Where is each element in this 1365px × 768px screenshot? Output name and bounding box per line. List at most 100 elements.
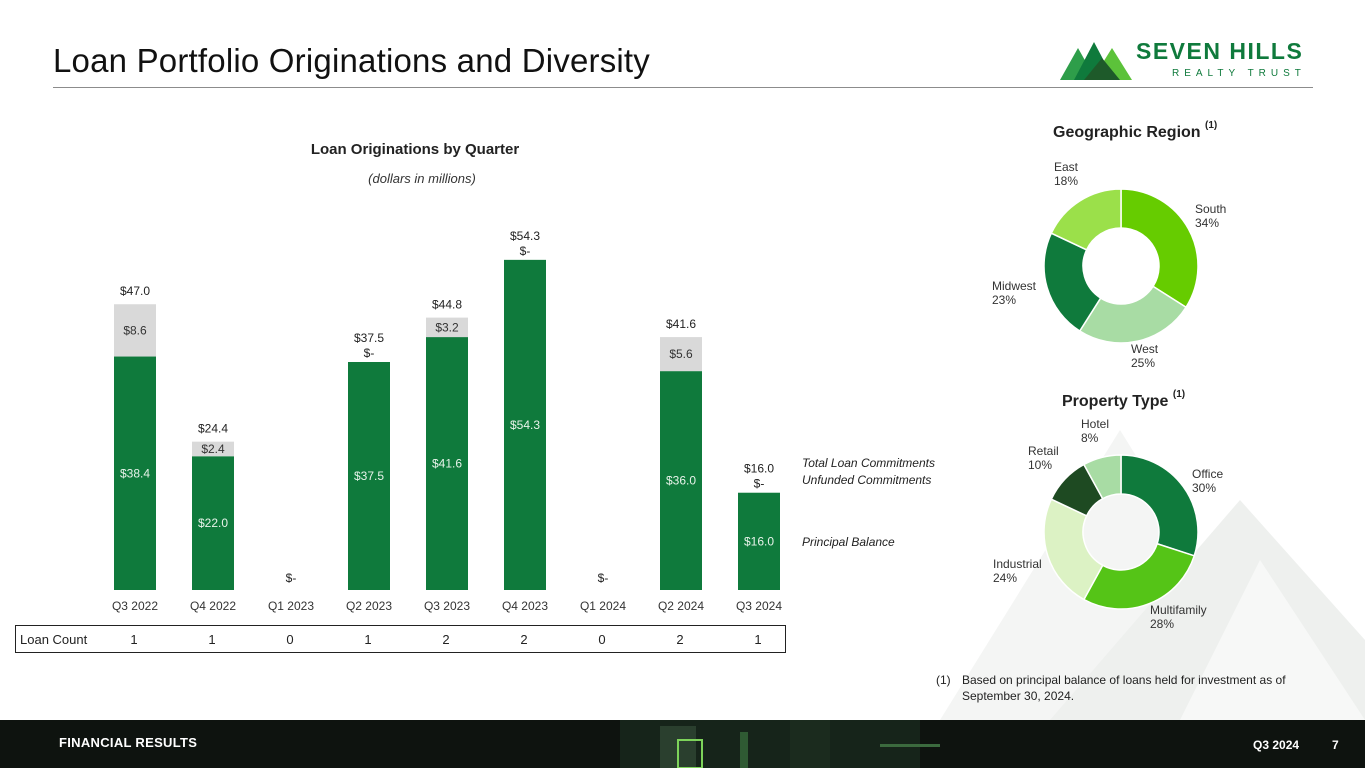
footnote-mark: (1) bbox=[936, 673, 951, 687]
slice-category-label: Retail bbox=[1028, 444, 1059, 458]
donut-slice bbox=[1082, 454, 1122, 500]
loan-count-value: 1 bbox=[754, 632, 762, 647]
x-tick-label: Q4 2023 bbox=[502, 599, 548, 613]
footer-decoration bbox=[0, 720, 1365, 768]
unfunded-value-label: $3.2 bbox=[435, 320, 459, 334]
total-value-label: $54.3 bbox=[510, 229, 540, 243]
total-value-label: $47.0 bbox=[120, 284, 150, 298]
principal-value-label: $22.0 bbox=[198, 516, 228, 530]
loan-count-value: 1 bbox=[130, 632, 138, 647]
property-type-note-mark: (1) bbox=[1172, 389, 1186, 400]
title-divider bbox=[53, 87, 1313, 88]
principal-bar bbox=[660, 371, 702, 590]
x-tick-label: Q4 2022 bbox=[190, 599, 236, 613]
unfunded-value-label: $2.4 bbox=[201, 442, 225, 456]
principal-bar bbox=[348, 362, 390, 590]
x-tick-label: Q3 2024 bbox=[736, 599, 782, 613]
x-tick-label: Q2 2024 bbox=[658, 599, 704, 613]
slice-percent-label: 10% bbox=[1028, 458, 1052, 472]
donut-slice bbox=[1120, 188, 1199, 309]
loan-count-value: 1 bbox=[364, 632, 372, 647]
x-tick-label: Q1 2024 bbox=[580, 599, 626, 613]
unfunded-value-label: $5.6 bbox=[669, 347, 693, 361]
footer-period: Q3 2024 bbox=[1253, 738, 1300, 752]
loan-count-value: 2 bbox=[676, 632, 684, 647]
chart-title: Loan Originations by Quarter bbox=[311, 141, 520, 158]
unfunded-value-label: $- bbox=[754, 477, 765, 491]
footnote-text: Based on principal balance of loans held… bbox=[962, 673, 1286, 703]
total-value-label: $24.4 bbox=[198, 422, 228, 436]
unfunded-bar bbox=[192, 441, 234, 457]
company-logo: SEVEN HILLS REALTY TRUST bbox=[1060, 38, 1320, 84]
unfunded-bar bbox=[660, 337, 702, 372]
slice-percent-label: 18% bbox=[1054, 174, 1078, 188]
page-number: 7 bbox=[1332, 738, 1339, 752]
principal-value-label: $36.0 bbox=[666, 474, 696, 488]
slice-category-label: South bbox=[1195, 202, 1226, 216]
principal-bar bbox=[114, 356, 156, 590]
total-value-label: $37.5 bbox=[354, 331, 384, 345]
principal-bar bbox=[504, 259, 546, 590]
donut-slice bbox=[1082, 542, 1196, 610]
loan-count-value: 0 bbox=[286, 632, 294, 647]
slice-percent-label: 23% bbox=[992, 293, 1016, 307]
x-tick-label: Q3 2022 bbox=[112, 599, 158, 613]
donut-slice bbox=[1120, 454, 1199, 557]
legend-unfunded-commitments: Unfunded Commitments bbox=[802, 473, 932, 487]
slice-percent-label: 28% bbox=[1150, 617, 1174, 631]
principal-bar bbox=[738, 492, 780, 590]
unfunded-value-label: $- bbox=[364, 346, 375, 360]
loan-originations-chart: Loan Originations by Quarter (dollars in … bbox=[112, 141, 782, 613]
footer-bar: FINANCIAL RESULTS Q3 2024 7 bbox=[0, 720, 1365, 768]
loan-count-label: Loan Count bbox=[20, 632, 88, 647]
slice-percent-label: 34% bbox=[1195, 216, 1219, 230]
slice-percent-label: 24% bbox=[993, 571, 1017, 585]
principal-value-label: $54.3 bbox=[510, 418, 540, 432]
principal-value-label: $38.4 bbox=[120, 466, 150, 480]
geo-region-note-mark: (1) bbox=[1205, 120, 1218, 131]
total-value-label: $44.8 bbox=[432, 298, 462, 312]
x-tick-label: Q3 2023 bbox=[424, 599, 470, 613]
total-value-label: $41.6 bbox=[666, 317, 696, 331]
loan-count-value: 0 bbox=[598, 632, 606, 647]
principal-value-label: $37.5 bbox=[354, 469, 384, 483]
slice-percent-label: 8% bbox=[1081, 431, 1099, 445]
donut-slice bbox=[1050, 188, 1122, 251]
page-title: Loan Portfolio Originations and Diversit… bbox=[53, 42, 650, 79]
property-type-title-text: Property Type bbox=[1062, 393, 1169, 410]
legend-total-commitments: Total Loan Commitments bbox=[802, 456, 935, 470]
principal-value-label: $- bbox=[598, 571, 609, 585]
logo-wordmark: SEVEN HILLS bbox=[1136, 38, 1304, 64]
logo-subtitle: REALTY TRUST bbox=[1172, 68, 1306, 79]
principal-bar bbox=[192, 456, 234, 590]
x-tick-label: Q1 2023 bbox=[268, 599, 314, 613]
principal-value-label: $16.0 bbox=[744, 534, 774, 548]
slice-percent-label: 30% bbox=[1192, 481, 1216, 495]
x-tick-label: Q2 2023 bbox=[346, 599, 392, 613]
slice-category-label: Hotel bbox=[1081, 417, 1109, 431]
total-value-label: $16.0 bbox=[744, 462, 774, 476]
mountains-logo-icon bbox=[1060, 42, 1132, 80]
donut-slice bbox=[1078, 285, 1188, 344]
unfunded-value-label: $8.6 bbox=[123, 323, 147, 337]
slice-category-label: East bbox=[1054, 160, 1079, 174]
slice-category-label: Multifamily bbox=[1150, 603, 1207, 617]
unfunded-bar bbox=[426, 317, 468, 338]
principal-value-label: $- bbox=[286, 571, 297, 585]
geo-region-title-text: Geographic Region bbox=[1053, 124, 1201, 141]
footer-section-label: FINANCIAL RESULTS bbox=[59, 735, 198, 750]
property-type-title: Property Type (1) bbox=[1062, 389, 1185, 411]
unfunded-bar bbox=[114, 304, 156, 357]
slice-percent-label: 25% bbox=[1131, 356, 1155, 370]
geo-region-title: Geographic Region (1) bbox=[1053, 120, 1217, 142]
loan-count-value: 2 bbox=[442, 632, 450, 647]
loan-count-value: 2 bbox=[520, 632, 528, 647]
loan-count-table: Loan Count 1 1 0 1 2 2 0 2 1 bbox=[15, 625, 786, 653]
donut-slice bbox=[1043, 232, 1102, 333]
slice-category-label: West bbox=[1131, 342, 1159, 356]
principal-bar bbox=[426, 337, 468, 590]
unfunded-value-label: $- bbox=[520, 244, 531, 258]
slice-category-label: Midwest bbox=[992, 279, 1037, 293]
